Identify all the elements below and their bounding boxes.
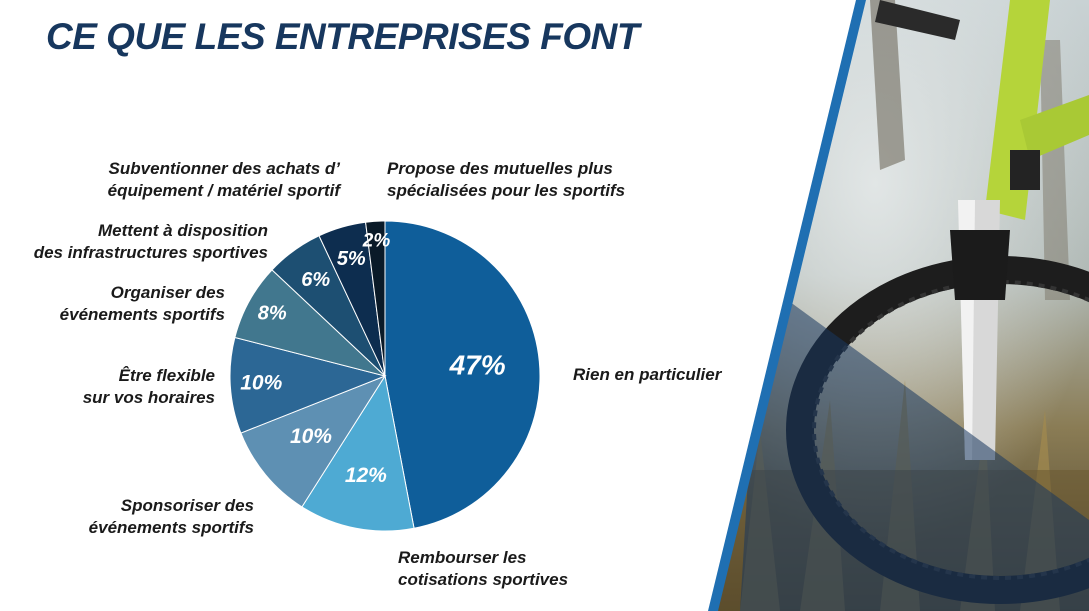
- pie-slice-3: [229, 336, 387, 434]
- pie-slice-2: [240, 374, 387, 508]
- slice-label-flexible: Être flexible sur vos horaires: [82, 366, 215, 407]
- pie-value-label-2: 10%: [290, 425, 332, 448]
- pie-value-label-6: 5%: [337, 248, 366, 270]
- pie-value-label-4: 8%: [258, 302, 287, 324]
- pie-value-label-3: 10%: [240, 371, 282, 394]
- pie-slice-0: [384, 220, 541, 529]
- slice-label-organiser: Organiser des événements sportifs: [59, 283, 225, 324]
- pie-value-label-1: 12%: [345, 464, 387, 487]
- slice-label-mutuelles: Propose des mutuelles plus spécialisées …: [387, 159, 626, 200]
- page-title: CE QUE LES ENTREPRISES FONT: [46, 16, 639, 57]
- slice-label-subventionner: Subventionner des achats d’ équipement /…: [107, 159, 340, 200]
- slice-label-sponsoriser: Sponsoriser des événements sportifs: [88, 496, 254, 537]
- pie-slice-1: [301, 374, 415, 532]
- pie-slice-7: [365, 220, 386, 377]
- slice-label-rien: Rien en particulier: [573, 365, 722, 384]
- pie-value-label-5: 6%: [301, 269, 330, 291]
- pie-value-label-7: 2%: [362, 230, 391, 251]
- slice-label-infrastructures: Mettent à disposition des infrastructure…: [33, 221, 268, 262]
- slice-label-rembourser: Rembourser les cotisations sportives: [398, 548, 569, 589]
- pie-value-label-0: 47%: [449, 350, 506, 381]
